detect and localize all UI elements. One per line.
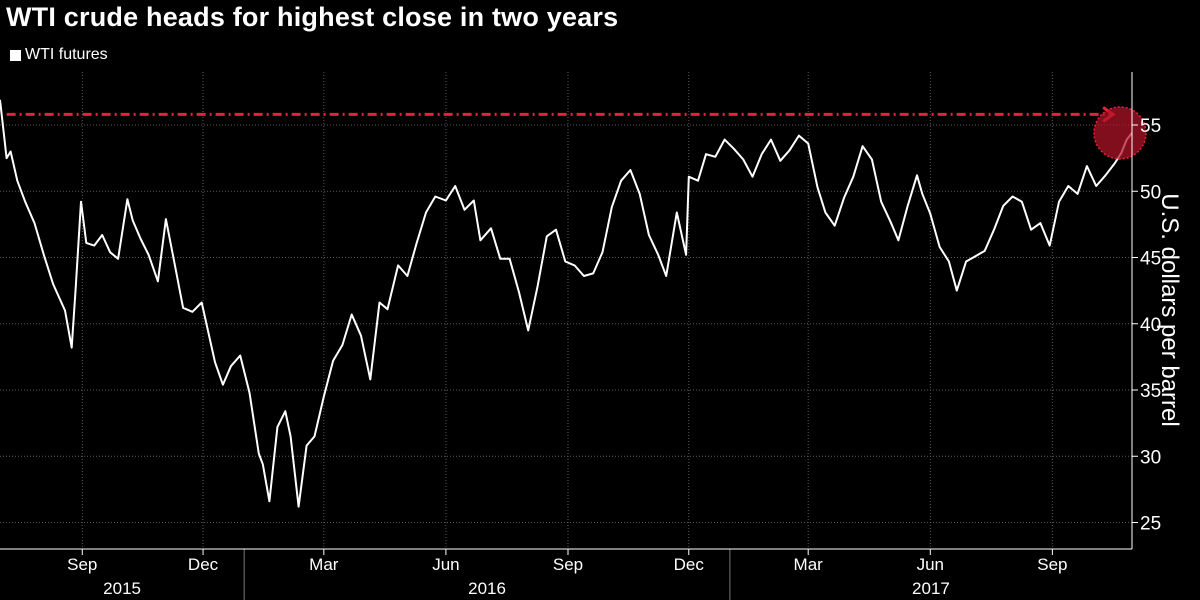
highlight-circle	[1093, 106, 1147, 160]
chart-title: WTI crude heads for highest close in two…	[6, 2, 619, 32]
y-tick-label: 55	[1140, 116, 1161, 137]
legend: WTI futures	[10, 46, 108, 64]
y-tick-label: 50	[1140, 182, 1161, 203]
series-line-wti-futures	[0, 99, 1133, 508]
y-tick-label: 35	[1140, 381, 1161, 402]
year-label: 2017	[912, 579, 950, 598]
series-layer	[0, 99, 1133, 508]
legend-swatch	[10, 49, 21, 61]
x-tick-label: Mar	[309, 555, 339, 574]
legend-label: WTI futures	[25, 46, 108, 63]
x-tick-label: Sep	[1037, 555, 1067, 574]
y-tick-label: 40	[1140, 315, 1161, 336]
y-tick-label: 30	[1140, 447, 1161, 468]
x-tick-label: Dec	[674, 555, 705, 574]
highlight-circle-annotation	[1093, 106, 1147, 160]
year-label: 2016	[468, 579, 506, 598]
x-tick-label: Mar	[794, 555, 824, 574]
x-tick-label: Sep	[67, 555, 97, 574]
dashed-arrow-annotation	[6, 106, 1116, 123]
x-tick-label: Sep	[553, 555, 583, 574]
x-tick-label: Jun	[432, 555, 459, 574]
grid	[0, 72, 1132, 549]
x-tick-label: Dec	[188, 555, 219, 574]
y-tick-label: 45	[1140, 249, 1161, 270]
y-axis-label: U.S. dollars per barrel	[1156, 193, 1183, 427]
axes: 25 30 35 40 45 50 55 Sep Dec Mar Jun Sep Dec Mar Jun Se…	[0, 72, 1161, 600]
y-tick-label: 25	[1140, 514, 1161, 535]
x-tick-label: Jun	[917, 555, 944, 574]
year-label: 2015	[103, 579, 141, 598]
